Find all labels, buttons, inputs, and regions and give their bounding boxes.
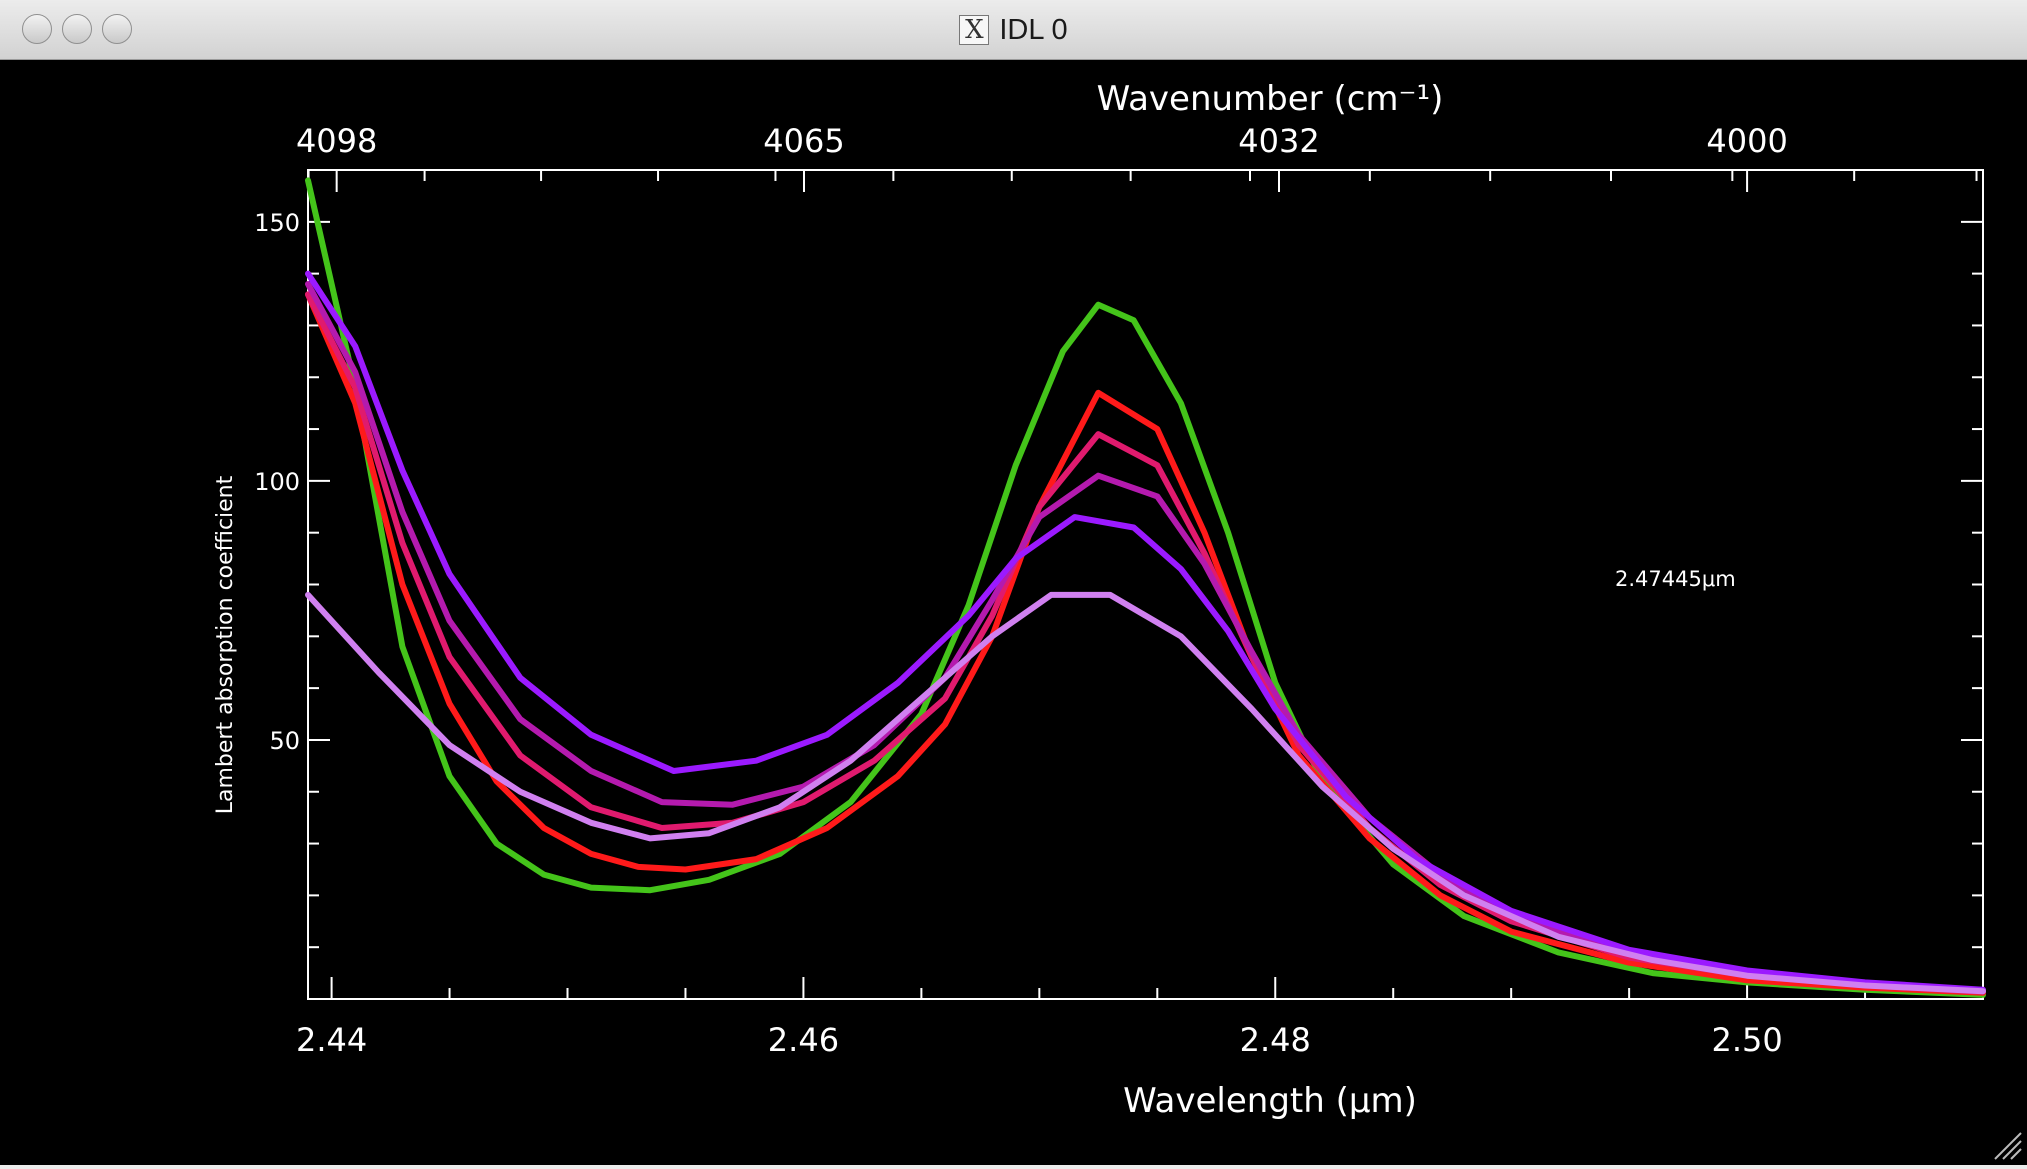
y-tick-label: 100 xyxy=(254,468,300,496)
series-line-6 xyxy=(308,595,1983,991)
x11-icon: X xyxy=(959,15,989,45)
series-line-4 xyxy=(308,284,1983,991)
x-tick-label: 2.50 xyxy=(1711,1021,1782,1059)
title-bar[interactable]: X IDL 0 xyxy=(0,0,2027,60)
x-axis-label: Wavelength (μm) xyxy=(1123,1081,1417,1121)
absorption-chart: 2.44 2.46 2.48 2.50 4098 4065 4032 4000 50 100 150… xyxy=(0,60,2027,1165)
series-line-2 xyxy=(308,294,1983,992)
x-tick-label: 2.44 xyxy=(296,1021,367,1059)
x2-tick-label: 4000 xyxy=(1706,122,1787,160)
y-tick-label: 50 xyxy=(269,727,300,755)
wavelength-annotation: 2.47445μm xyxy=(1615,567,1736,591)
window-title: IDL 0 xyxy=(999,14,1067,47)
x2-tick-label: 4032 xyxy=(1238,122,1319,160)
x2-tick-label: 4098 xyxy=(296,122,377,160)
x-tick-label: 2.46 xyxy=(768,1021,839,1059)
series-line-3 xyxy=(308,294,1983,991)
plot-area: 2.44 2.46 2.48 2.50 4098 4065 4032 4000 50 100 150… xyxy=(0,60,2027,1165)
resize-grip-icon[interactable] xyxy=(1989,1127,2023,1161)
x-tick-label: 2.48 xyxy=(1240,1021,1311,1059)
y-tick-label: 150 xyxy=(254,209,300,237)
y-axis-label: Lambert absorption coefficient xyxy=(213,475,238,814)
series-line-5 xyxy=(308,274,1983,990)
x2-tick-label: 4065 xyxy=(763,122,844,160)
top-axis-label: Wavenumber (cm⁻¹) xyxy=(1097,79,1444,119)
window-title-group: X IDL 0 xyxy=(0,0,2027,60)
